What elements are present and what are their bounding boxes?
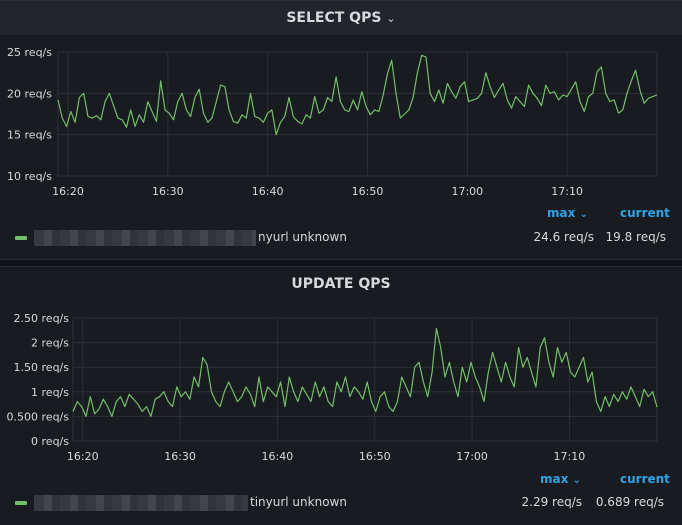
x-tick-label: 16:20 — [52, 185, 84, 198]
x-tick-label: 16:50 — [359, 450, 391, 463]
chevron-down-icon: ⌄ — [579, 209, 588, 220]
legend-current-value: 19.8 req/s — [605, 230, 667, 244]
series-line — [72, 327, 658, 417]
panel-title-select-qps[interactable]: SELECT QPS ⌄ — [0, 1, 682, 35]
x-tick-label: 16:30 — [164, 450, 196, 463]
x-tick-label: 16:30 — [152, 185, 184, 198]
legend-header-max[interactable]: max ⌄ — [540, 472, 581, 486]
y-tick-label: 0.500 req/s — [7, 410, 70, 423]
select-qps-chart: 10 req/s 15 req/s 20 req/s 25 req/s 16:20 16:… — [7, 46, 658, 198]
y-tick-label: 0 req/s — [31, 435, 69, 448]
panel-title-text: SELECT QPS — [286, 10, 382, 26]
x-tick-label: 17:00 — [456, 450, 488, 463]
y-tick-label: 1 req/s — [31, 386, 69, 399]
chevron-down-icon[interactable]: ⌄ — [386, 11, 396, 25]
x-tick-label: 17:00 — [451, 185, 483, 198]
x-tick-label: 16:50 — [352, 185, 384, 198]
x-tick-label: 16:40 — [262, 450, 294, 463]
chevron-down-icon: ⌄ — [572, 475, 581, 486]
x-tick-label: 16:40 — [252, 185, 284, 198]
legend-header-current[interactable]: current — [620, 206, 670, 220]
series-color-swatch — [15, 501, 27, 505]
update-qps-panel: UPDATE QPS 0 req/s 0.500 req/s 1 req/s 1.50… — [0, 266, 682, 525]
panel-title-text: UPDATE QPS — [291, 276, 391, 292]
legend-series-name: nyurl unknown — [258, 230, 347, 244]
update-qps-chart: 0 req/s 0.500 req/s 1 req/s 1.50 req/s 2 req… — [7, 312, 658, 463]
redacted-label-mask — [34, 230, 256, 246]
legend-current-value: 0.689 req/s — [595, 495, 664, 509]
x-tick-label: 16:20 — [67, 450, 99, 463]
y-tick-label: 1.50 req/s — [14, 361, 70, 374]
legend-header-current[interactable]: current — [620, 472, 670, 486]
legend-header-max[interactable]: max ⌄ — [547, 206, 588, 220]
series-color-swatch — [15, 236, 27, 240]
legend-max-value: 24.6 req/s — [533, 230, 595, 244]
legend-series-name: tinyurl unknown — [250, 495, 347, 509]
redacted-label-mask — [34, 495, 248, 511]
y-tick-label: 20 req/s — [7, 87, 52, 100]
panel-title-update-qps[interactable]: UPDATE QPS — [0, 267, 682, 301]
x-tick-label: 17:10 — [554, 450, 586, 463]
legend-row[interactable]: tinyurl unknown 2.29 req/s 0.689 req/s — [0, 493, 682, 513]
series-line — [57, 54, 658, 136]
legend-max-value: 2.29 req/s — [521, 495, 583, 509]
y-tick-label: 10 req/s — [7, 170, 52, 183]
select-qps-panel: SELECT QPS ⌄ 10 req/s 15 req/s 20 req/s 25 … — [0, 0, 682, 260]
y-tick-label: 25 req/s — [7, 46, 52, 59]
y-tick-label: 15 req/s — [7, 129, 52, 142]
y-tick-label: 2 req/s — [31, 337, 69, 350]
y-tick-label: 2.50 req/s — [14, 312, 70, 325]
legend-row[interactable]: nyurl unknown 24.6 req/s 19.8 req/s — [0, 228, 682, 248]
x-tick-label: 17:10 — [551, 185, 583, 198]
